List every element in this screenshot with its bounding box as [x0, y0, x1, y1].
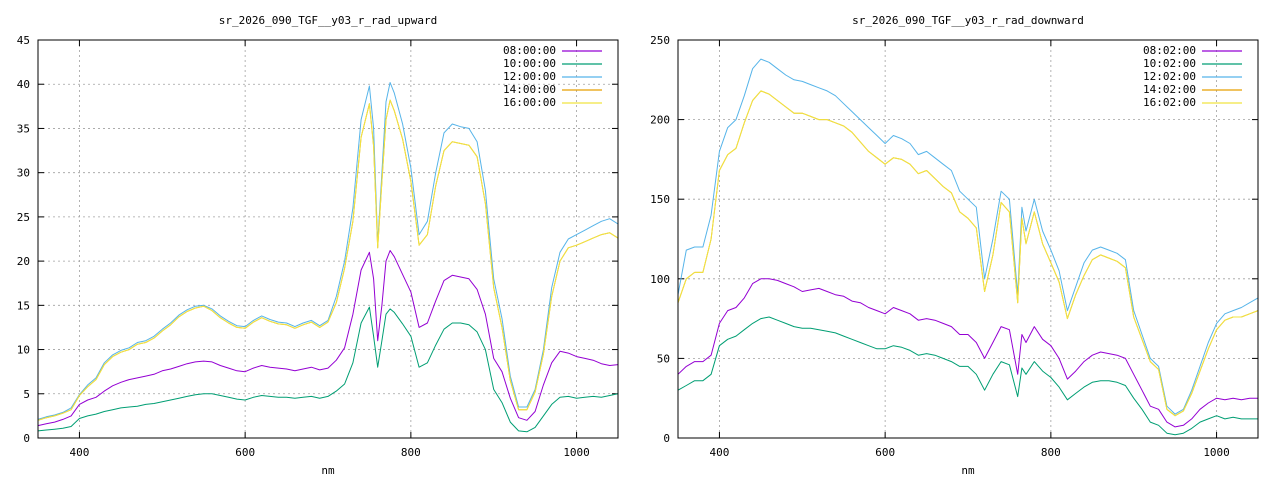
y-tick-label: 5 [23, 388, 30, 401]
x-tick-label: 600 [875, 446, 895, 459]
plot-frame [677, 39, 1259, 439]
series-line-2 [677, 58, 1259, 415]
y-tick-label: 20 [17, 255, 30, 268]
series-line-1 [677, 316, 1258, 436]
legend-label: 10:00:00 [503, 57, 556, 70]
chart-title: sr_2026_090_TGF__y03_r_rad_upward [219, 14, 438, 27]
y-tick-label: 50 [657, 352, 670, 365]
y-tick-label: 100 [650, 273, 670, 286]
x-tick-label: 400 [709, 446, 729, 459]
downward-radiance-chart: 400 600 800 1000 0 50 100 150 200 250 sr_2026_090_… [650, 14, 1259, 477]
y-tick-label: 10 [17, 344, 30, 357]
chart-title: sr_2026_090_TGF__y03_r_rad_downward [852, 14, 1084, 27]
y-tick-label: 250 [650, 34, 670, 47]
y-tick-label: 30 [17, 167, 30, 180]
legend-label: 14:00:00 [503, 83, 556, 96]
y-tick-label: 0 [663, 432, 670, 445]
x-axis-label: nm [961, 464, 975, 477]
series-line-2 [37, 82, 619, 420]
upward-radiance-chart: 400 600 800 1000 0 5 10 15 20 25 30 35 40 45 sr_2026_0… [17, 14, 619, 477]
y-tick-label: 45 [17, 34, 30, 47]
legend-label: 12:02:00 [1143, 70, 1196, 83]
legend-label: 08:00:00 [503, 44, 556, 57]
x-tick-label: 400 [69, 446, 89, 459]
series-line-1 [37, 306, 619, 433]
series-line-3 [37, 99, 619, 421]
y-tick-label: 200 [650, 114, 670, 127]
chart-panel-upward: 400 600 800 1000 0 5 10 15 20 25 30 35 40 45 sr_2026_0… [17, 14, 619, 477]
series-line-4 [37, 99, 619, 421]
x-tick-label: 600 [235, 446, 255, 459]
y-tick-label: 40 [17, 78, 30, 91]
legend-label: 10:02:00 [1143, 57, 1196, 70]
y-tick-label: 35 [17, 122, 30, 135]
legend-label: 08:02:00 [1143, 44, 1196, 57]
legend-label: 12:00:00 [503, 70, 556, 83]
plot-frame [37, 39, 619, 439]
series-line-4 [677, 90, 1259, 417]
y-tick-label: 25 [17, 211, 30, 224]
x-tick-label: 800 [1041, 446, 1061, 459]
legend-label: 16:00:00 [503, 96, 556, 109]
x-axis-label: nm [321, 464, 335, 477]
x-tick-label: 800 [401, 446, 421, 459]
x-tick-label: 1000 [1203, 446, 1230, 459]
y-tick-label: 15 [17, 299, 30, 312]
y-tick-label: 0 [23, 432, 30, 445]
legend-label: 16:02:00 [1143, 96, 1196, 109]
y-tick-label: 150 [650, 193, 670, 206]
series-line-0 [677, 278, 1258, 428]
legend-label: 14:02:00 [1143, 83, 1196, 96]
x-tick-label: 1000 [563, 446, 590, 459]
chart-panel-downward: 400 600 800 1000 0 50 100 150 200 250 sr_2026_090_… [640, 0, 1280, 480]
series-line-0 [37, 250, 619, 427]
